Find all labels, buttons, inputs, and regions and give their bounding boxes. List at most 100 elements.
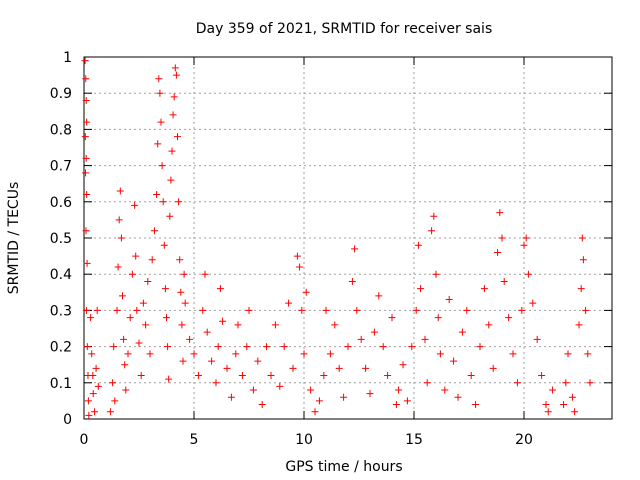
- data-point: [362, 364, 370, 372]
- y-tick-label: 0.2: [50, 340, 72, 356]
- data-point: [88, 350, 96, 358]
- data-point: [320, 372, 328, 380]
- data-point: [579, 256, 587, 264]
- data-point: [176, 256, 184, 264]
- y-tick-label: 0.8: [50, 122, 72, 138]
- data-point: [436, 350, 444, 358]
- data-point: [178, 321, 186, 329]
- data-point: [379, 343, 387, 351]
- data-point: [285, 299, 293, 307]
- data-point: [542, 401, 550, 409]
- data-point: [357, 335, 365, 343]
- x-tick-label: 0: [80, 432, 89, 448]
- data-point: [276, 382, 284, 390]
- data-point: [249, 386, 257, 394]
- data-point: [219, 317, 227, 325]
- data-point: [549, 386, 557, 394]
- data-point: [331, 321, 339, 329]
- data-point: [326, 350, 334, 358]
- data-point: [82, 96, 90, 104]
- data-point: [571, 408, 579, 416]
- data-point: [155, 75, 163, 83]
- data-point: [126, 314, 134, 322]
- data-point: [180, 270, 188, 278]
- data-point: [122, 386, 130, 394]
- data-point: [395, 386, 403, 394]
- y-tick-label: 0.4: [50, 267, 72, 283]
- data-point: [586, 379, 594, 387]
- data-point: [199, 306, 207, 314]
- data-point: [560, 401, 568, 409]
- data-point: [518, 306, 526, 314]
- data-point: [375, 292, 383, 300]
- data-point: [529, 299, 537, 307]
- y-tick-label: 0.5: [50, 231, 72, 247]
- data-point: [271, 321, 279, 329]
- data-point: [522, 234, 530, 242]
- data-point: [181, 299, 189, 307]
- data-point: [120, 335, 128, 343]
- data-point: [300, 350, 308, 358]
- data-point: [111, 397, 119, 405]
- data-point: [161, 285, 169, 293]
- data-point: [83, 259, 91, 267]
- data-point: [208, 357, 216, 365]
- data-point: [243, 343, 251, 351]
- data-point: [164, 343, 172, 351]
- data-point: [153, 191, 161, 199]
- data-point: [399, 361, 407, 369]
- data-point: [428, 227, 436, 235]
- data-point: [174, 133, 181, 141]
- data-point: [311, 408, 319, 416]
- data-point: [340, 393, 348, 401]
- data-point: [175, 198, 183, 206]
- data-point: [89, 372, 97, 380]
- data-point: [496, 209, 504, 217]
- data-point: [115, 216, 123, 224]
- data-point: [93, 306, 101, 314]
- data-point: [106, 408, 114, 416]
- data-point: [417, 285, 425, 293]
- data-point: [315, 397, 323, 405]
- data-point: [434, 314, 442, 322]
- data-point: [146, 350, 154, 358]
- data-point: [117, 234, 125, 242]
- data-point: [137, 372, 145, 380]
- data-point: [524, 270, 532, 278]
- data-point: [113, 306, 121, 314]
- data-point: [544, 408, 552, 416]
- data-point: [513, 379, 521, 387]
- data-point: [441, 386, 449, 394]
- data-point: [568, 393, 576, 401]
- data-point: [81, 57, 89, 65]
- data-point: [131, 201, 139, 209]
- data-point: [83, 191, 91, 199]
- data-point: [82, 75, 90, 83]
- y-tick-label: 0.3: [50, 303, 72, 319]
- data-point: [170, 93, 178, 101]
- data-point: [157, 118, 165, 126]
- data-point: [150, 227, 158, 235]
- x-tick-label: 5: [190, 432, 199, 448]
- data-point: [156, 89, 164, 97]
- data-point: [166, 212, 174, 220]
- data-point: [384, 372, 392, 380]
- data-point: [94, 382, 102, 390]
- data-point: [133, 306, 141, 314]
- data-point: [403, 397, 411, 405]
- data-point: [467, 372, 475, 380]
- data-point: [110, 343, 118, 351]
- data-point: [322, 306, 330, 314]
- data-point: [335, 364, 343, 372]
- data-point: [489, 364, 497, 372]
- data-point: [348, 277, 356, 285]
- data-point: [128, 270, 136, 278]
- data-point: [109, 379, 117, 387]
- data-point: [214, 343, 222, 351]
- data-point: [458, 328, 466, 336]
- data-point: [87, 314, 95, 322]
- data-point: [132, 252, 140, 260]
- data-point: [392, 401, 400, 409]
- data-point: [172, 71, 180, 79]
